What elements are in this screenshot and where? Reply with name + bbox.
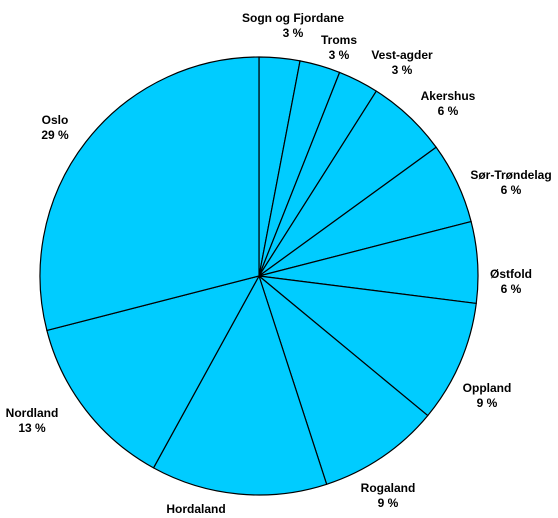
slice-label-value: 3 % bbox=[329, 48, 350, 62]
slice-label: Østfold 6 % bbox=[490, 267, 532, 296]
slice-label-value: 9 % bbox=[378, 496, 399, 510]
slice-label-name: Akershus bbox=[421, 89, 476, 103]
slice-label-value: 13 % bbox=[18, 421, 46, 435]
slice-label: Sør-Trøndelag 6 % bbox=[470, 168, 551, 197]
slice-label-name: Oslo bbox=[42, 113, 69, 127]
pie-slice-rogaland bbox=[258, 275, 429, 485]
slice-label-value: 6 % bbox=[438, 104, 459, 118]
slice-label-name: Vest-agder bbox=[371, 48, 433, 62]
slice-label-value: 3 % bbox=[392, 63, 413, 77]
slice-label: Troms 3 % bbox=[321, 33, 357, 62]
slice-label-value: 29 % bbox=[41, 128, 69, 142]
slice-label-name: Sør-Trøndelag bbox=[470, 168, 551, 182]
slice-label-name: Nordland bbox=[6, 406, 59, 420]
pie-labels: Sogn og Fjordane 3 % Troms 3 % Vest-agder 3 %… bbox=[6, 11, 552, 516]
slice-label: Oslo 29 % bbox=[41, 113, 69, 142]
pie-slices bbox=[39, 56, 479, 496]
slice-label: Akershus 6 % bbox=[421, 89, 476, 118]
slice-label: Vest-agder 3 % bbox=[371, 48, 433, 77]
slice-label-value: 6 % bbox=[501, 282, 522, 296]
slice-label-name: Rogaland bbox=[361, 481, 416, 495]
slice-label-value: 9 % bbox=[477, 396, 498, 410]
slice-label-name: Østfold bbox=[490, 267, 532, 281]
slice-label: Sogn og Fjordane 3 % bbox=[242, 11, 344, 40]
slice-label-name: Sogn og Fjordane bbox=[242, 11, 344, 25]
slice-label-value: 3 % bbox=[283, 26, 304, 40]
pie-slice-nordland bbox=[46, 275, 260, 469]
pie-slice-hordaland bbox=[152, 275, 328, 496]
slice-label-value: 6 % bbox=[501, 183, 522, 197]
pie-slice-oslo bbox=[39, 56, 260, 332]
slice-label-name: Troms bbox=[321, 33, 357, 47]
slice-label-name: Hordaland bbox=[166, 502, 225, 516]
slice-label: Rogaland 9 % bbox=[361, 481, 416, 510]
slice-label: Hordaland bbox=[166, 502, 225, 516]
slice-label: Nordland 13 % bbox=[6, 406, 59, 435]
pie-slice-oppland bbox=[258, 275, 477, 417]
slice-label-name: Oppland bbox=[463, 381, 512, 395]
slice-label: Oppland 9 % bbox=[463, 381, 512, 410]
